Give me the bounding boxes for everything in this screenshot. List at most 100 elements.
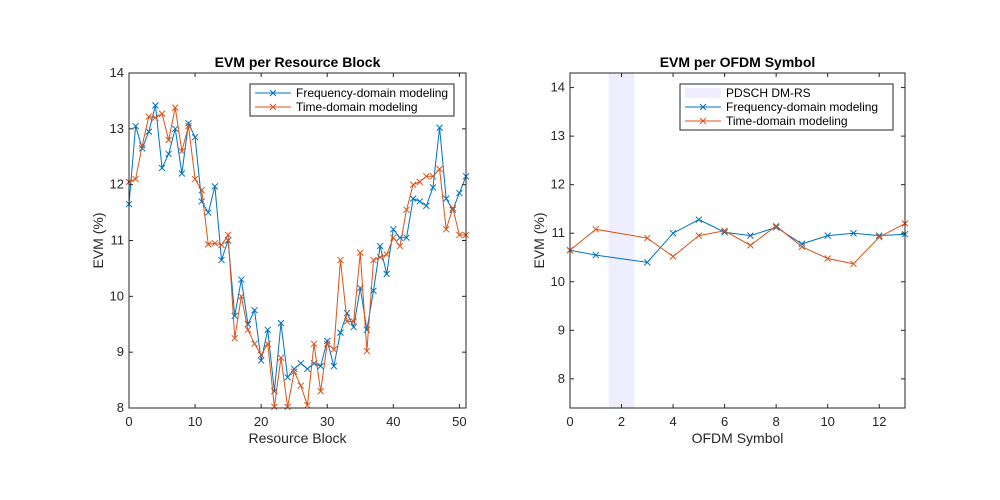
x-tick-label: 12 bbox=[872, 414, 886, 429]
data-point bbox=[171, 104, 179, 111]
legend-box bbox=[249, 83, 455, 117]
data-point bbox=[165, 136, 173, 144]
marker-stroke bbox=[198, 198, 206, 205]
y-tick-label: 12 bbox=[110, 177, 124, 192]
data-point bbox=[204, 209, 212, 216]
data-point bbox=[330, 346, 338, 353]
data-point bbox=[456, 231, 463, 239]
legend-marker bbox=[269, 103, 277, 111]
marker-stroke bbox=[389, 234, 397, 242]
marker-stroke bbox=[171, 125, 179, 133]
marker-stroke bbox=[695, 216, 703, 223]
marker-stroke bbox=[409, 181, 417, 189]
data-point bbox=[850, 229, 857, 237]
marker-stroke bbox=[422, 202, 430, 210]
marker-stroke bbox=[643, 258, 651, 266]
data-point bbox=[304, 365, 311, 373]
marker-stroke bbox=[269, 103, 277, 111]
data-point bbox=[409, 195, 417, 202]
marker-stroke bbox=[165, 150, 173, 158]
y-tick-label: 10 bbox=[551, 274, 565, 289]
marker-stroke bbox=[330, 362, 338, 370]
data-point bbox=[198, 186, 206, 194]
data-point bbox=[356, 249, 364, 257]
marker-stroke bbox=[251, 340, 258, 348]
data-point bbox=[343, 318, 351, 325]
y-tick-label: 11 bbox=[111, 233, 125, 248]
marker-stroke bbox=[152, 114, 159, 122]
data-point bbox=[592, 225, 600, 233]
legend-label: PDSCH DM-RS bbox=[726, 86, 811, 100]
marker-stroke bbox=[297, 359, 305, 367]
marker-stroke bbox=[747, 232, 754, 239]
legend-label: Time-domain modeling bbox=[296, 100, 418, 114]
marker-stroke bbox=[204, 209, 212, 216]
x-tick-label: 30 bbox=[320, 414, 334, 429]
y-tick-label: 10 bbox=[110, 288, 124, 303]
data-point bbox=[277, 354, 285, 362]
x-tick-label: 4 bbox=[669, 414, 676, 429]
data-point bbox=[218, 256, 225, 264]
marker-stroke bbox=[449, 204, 457, 212]
data-point bbox=[695, 216, 703, 223]
marker-stroke bbox=[257, 357, 265, 364]
marker-stroke bbox=[363, 347, 371, 355]
y-tick-label: 12 bbox=[551, 177, 565, 192]
data-point bbox=[456, 189, 463, 197]
marker-stroke bbox=[237, 276, 245, 283]
marker-stroke bbox=[592, 251, 600, 259]
data-point bbox=[271, 403, 278, 411]
data-point bbox=[132, 175, 139, 183]
data-point bbox=[643, 258, 651, 266]
chart-evm-per-resource-block: EVM per Resource Block Resource Block EV… bbox=[90, 54, 470, 446]
data-point bbox=[798, 243, 806, 251]
data-point bbox=[251, 306, 258, 314]
y-tick-label: 14 bbox=[551, 80, 565, 95]
axes-box bbox=[569, 72, 906, 409]
marker-stroke bbox=[772, 224, 780, 231]
x-tick-label: 10 bbox=[188, 414, 202, 429]
marker-stroke bbox=[416, 198, 424, 205]
marker-stroke bbox=[231, 312, 239, 320]
data-point bbox=[178, 170, 186, 177]
data-point bbox=[442, 195, 450, 202]
marker-stroke bbox=[145, 128, 153, 135]
data-point bbox=[178, 147, 186, 155]
data-point bbox=[264, 326, 272, 334]
marker-stroke bbox=[695, 232, 703, 239]
x-tick-label: 0 bbox=[566, 414, 573, 429]
data-point bbox=[772, 224, 780, 231]
marker-stroke bbox=[403, 206, 410, 214]
y-tick-label: 11 bbox=[552, 225, 566, 240]
data-point bbox=[152, 114, 159, 122]
data-point bbox=[850, 260, 857, 268]
marker-stroke bbox=[330, 346, 338, 353]
marker-stroke bbox=[237, 292, 245, 300]
marker-stroke bbox=[264, 326, 272, 334]
marker-stroke bbox=[721, 227, 728, 235]
marker-stroke bbox=[244, 326, 252, 334]
data-point bbox=[747, 232, 754, 239]
marker-stroke bbox=[396, 242, 404, 250]
x-tick-label: 2 bbox=[618, 414, 625, 429]
marker-stroke bbox=[178, 147, 186, 155]
marker-stroke bbox=[290, 365, 298, 373]
marker-stroke bbox=[376, 253, 384, 261]
marker-stroke bbox=[211, 239, 219, 247]
series-line bbox=[128, 105, 467, 392]
marker-stroke bbox=[132, 122, 139, 130]
data-point bbox=[284, 403, 291, 411]
x-axis-label: Resource Block bbox=[248, 430, 347, 446]
legend-patch bbox=[685, 88, 721, 98]
legend-label: Frequency-domain modeling bbox=[726, 100, 878, 114]
data-point bbox=[798, 240, 806, 248]
data-point bbox=[669, 253, 677, 260]
marker-stroke bbox=[224, 231, 232, 239]
marker-stroke bbox=[772, 222, 780, 230]
data-point bbox=[337, 256, 344, 264]
data-point bbox=[257, 357, 265, 364]
marker-stroke bbox=[191, 133, 199, 141]
marker-stroke bbox=[337, 256, 344, 264]
marker-stroke bbox=[290, 368, 298, 376]
